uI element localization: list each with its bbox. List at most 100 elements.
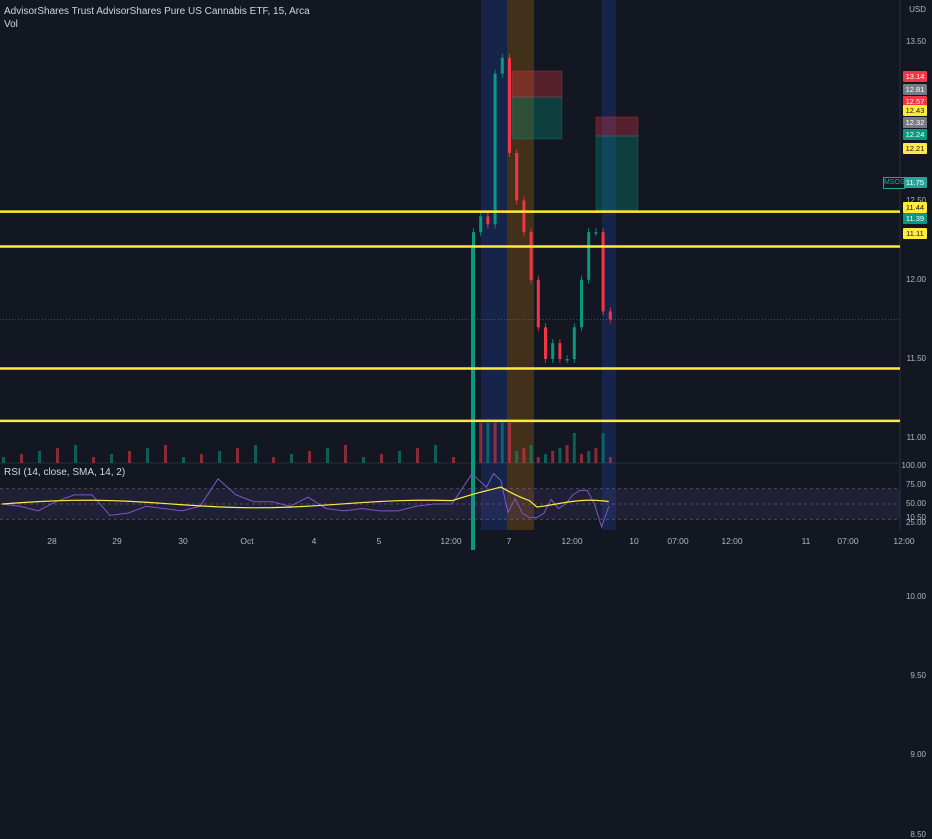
volume-bar bbox=[551, 451, 555, 463]
candle bbox=[500, 57, 504, 74]
price-axis-label: 9.00 bbox=[910, 750, 926, 760]
volume-bar bbox=[308, 451, 311, 463]
candle bbox=[479, 216, 483, 233]
price-tag: 11.11 bbox=[903, 228, 927, 239]
candle bbox=[522, 200, 526, 233]
price-tag: 12.24 bbox=[903, 129, 927, 140]
candle bbox=[565, 359, 569, 361]
volume-bar bbox=[272, 457, 275, 463]
price-axis-label: 10.00 bbox=[905, 591, 926, 601]
time-axis-label: 12:00 bbox=[893, 536, 915, 546]
price-tag: 12.21 bbox=[903, 143, 927, 154]
candle bbox=[508, 57, 511, 153]
volume-bar bbox=[587, 451, 591, 463]
volume-bar bbox=[565, 445, 569, 463]
volume-bar bbox=[146, 448, 149, 463]
volume-bar bbox=[164, 445, 167, 463]
session-band bbox=[602, 0, 616, 530]
volume-bar bbox=[110, 454, 113, 463]
candle bbox=[580, 279, 583, 328]
volume-bar bbox=[218, 451, 221, 463]
volume-bar bbox=[544, 454, 547, 463]
volume-bar bbox=[254, 445, 257, 463]
price-tag: 12.43 bbox=[903, 105, 927, 116]
ticker-tag: MSOS bbox=[883, 177, 905, 189]
rsi-axis-label: 50.00 bbox=[905, 499, 926, 508]
time-axis-label: 07:00 bbox=[837, 536, 859, 546]
volume-bar bbox=[38, 451, 41, 463]
time-axis-label: Oct bbox=[240, 536, 254, 546]
price-tag: 12.57 bbox=[903, 96, 927, 107]
volume-bar bbox=[500, 423, 504, 463]
symbol-title[interactable]: AdvisorShares Trust AdvisorShares Pure U… bbox=[4, 6, 310, 17]
rsi-axis-label: 75.00 bbox=[905, 480, 926, 489]
volume-bar bbox=[452, 457, 455, 463]
candle bbox=[486, 216, 490, 225]
volume-bar bbox=[493, 423, 497, 463]
chart-legend: AdvisorShares Trust AdvisorShares Pure U… bbox=[4, 5, 310, 31]
volume-bar bbox=[558, 448, 562, 463]
price-axis-label: 13.50 bbox=[905, 37, 926, 46]
risk-box bbox=[511, 70, 563, 98]
time-axis-label: 4 bbox=[311, 536, 317, 546]
volume-bar bbox=[362, 457, 365, 463]
volume-bar bbox=[601, 433, 605, 463]
price-axis-label: 11.50 bbox=[906, 354, 926, 363]
volume-bar bbox=[56, 448, 59, 463]
price-axis-label: 12.00 bbox=[905, 274, 926, 284]
volume-bar bbox=[472, 363, 475, 463]
reward-box bbox=[511, 96, 563, 140]
candle bbox=[529, 232, 533, 280]
volume-label[interactable]: Vol bbox=[4, 19, 18, 30]
price-tag: 11.44 bbox=[903, 202, 927, 213]
volume-bar bbox=[326, 448, 329, 463]
volume-bar bbox=[74, 445, 77, 463]
volume-bar bbox=[572, 433, 576, 463]
time-axis-label: 7 bbox=[506, 536, 512, 546]
candle bbox=[551, 343, 555, 359]
volume-bar bbox=[398, 451, 401, 463]
volume-bar bbox=[536, 457, 540, 463]
volume-bar bbox=[182, 457, 185, 463]
candle bbox=[601, 232, 605, 312]
volume-bar bbox=[486, 423, 490, 463]
volume-bar bbox=[344, 445, 347, 463]
volume-bar bbox=[290, 454, 293, 463]
time-axis-label: 12:00 bbox=[721, 536, 743, 546]
time-axis-label: 12:00 bbox=[440, 536, 462, 546]
volume-bar bbox=[580, 454, 583, 463]
time-axis-label: 07:00 bbox=[667, 536, 689, 546]
volume-bar bbox=[416, 448, 419, 463]
price-axis-label: 11.00 bbox=[906, 433, 926, 443]
candle bbox=[558, 343, 562, 359]
rsi-ma-line bbox=[1, 486, 609, 509]
volume-bar bbox=[608, 457, 612, 463]
candle bbox=[493, 73, 497, 225]
rsi-legend[interactable]: RSI (14, close, SMA, 14, 2) bbox=[4, 467, 126, 478]
volume-bar bbox=[434, 445, 437, 463]
volume-bar bbox=[200, 454, 203, 463]
time-axis-label: 12:00 bbox=[561, 536, 583, 546]
price-tag: 11.39 bbox=[903, 213, 927, 224]
time-axis-label: 30 bbox=[178, 536, 188, 546]
volume-bar bbox=[2, 457, 5, 463]
candle bbox=[515, 152, 519, 201]
currency-label: USD bbox=[909, 5, 926, 14]
candle bbox=[594, 232, 598, 234]
volume-bar bbox=[508, 423, 511, 463]
risk-box bbox=[595, 116, 639, 137]
price-axis-label: 12.50 bbox=[905, 195, 926, 205]
price-tag: 12.81 bbox=[903, 84, 927, 95]
volume-bar bbox=[92, 457, 95, 463]
time-axis-label: 28 bbox=[47, 536, 57, 546]
price-axis-label: 8.50 bbox=[910, 829, 926, 839]
session-band bbox=[507, 0, 534, 530]
volume-bar bbox=[529, 445, 533, 463]
time-axis-label: 10 bbox=[629, 536, 639, 546]
price-chart[interactable] bbox=[0, 0, 932, 550]
price-tag: 12.32 bbox=[903, 117, 927, 128]
candle bbox=[536, 279, 540, 328]
price-tag: 11.75 bbox=[903, 177, 927, 188]
price-axis-label: 10.50 bbox=[905, 512, 926, 522]
